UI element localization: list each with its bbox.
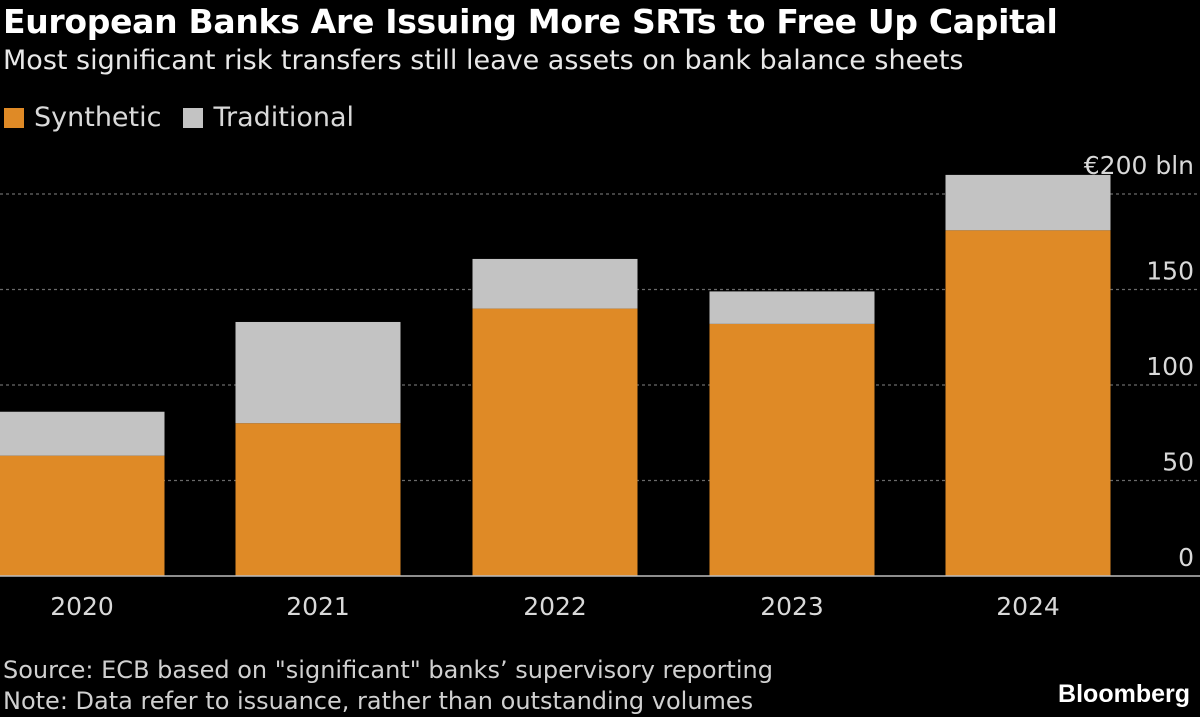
bar-synthetic-2020: [0, 455, 165, 576]
legend-label-synthetic: Synthetic: [34, 102, 162, 133]
legend-label-traditional: Traditional: [213, 102, 355, 133]
y-tick-label-150: 150: [1146, 257, 1194, 286]
bar-synthetic-2023: [709, 323, 875, 576]
legend-item-synthetic: Synthetic: [4, 102, 161, 133]
chart-title: European Banks Are Issuing More SRTs to …: [3, 2, 1058, 41]
x-tick-label-2020: 2020: [50, 592, 114, 621]
bar-synthetic-2024: [945, 230, 1111, 577]
y-tick-label-50: 50: [1162, 448, 1194, 477]
bar-synthetic-2022: [472, 308, 638, 576]
legend-swatch-traditional: [183, 107, 204, 128]
footer: Source: ECB based on "significant" banks…: [3, 655, 773, 717]
legend-swatch-synthetic: [4, 107, 24, 128]
bar-traditional-2020: [0, 411, 165, 456]
legend: Synthetic Traditional: [4, 102, 376, 133]
legend-item-traditional: Traditional: [183, 102, 354, 133]
bar-traditional-2022: [472, 258, 638, 309]
bar-chart: 2020 2021 2022 2023 2024 0 50 100 150 €200 bln: [0, 151, 1200, 621]
x-tick-label-2022: 2022: [523, 592, 587, 621]
y-tick-label-0: 0: [1178, 543, 1194, 572]
y-tick-label-200: €200 bln: [1084, 151, 1194, 180]
x-tick-label-2021: 2021: [286, 592, 350, 621]
bar-traditional-2023: [709, 291, 875, 324]
source-note: Source: ECB based on "significant" banks…: [3, 656, 773, 684]
x-tick-label-2024: 2024: [996, 592, 1060, 621]
x-tick-label-2023: 2023: [760, 592, 824, 621]
bar-traditional-2021: [235, 321, 401, 424]
bar-synthetic-2021: [235, 423, 401, 576]
bar-traditional-2024: [945, 174, 1111, 231]
data-note: Note: Data refer to issuance, rather tha…: [3, 687, 754, 715]
y-tick-label-100: 100: [1146, 352, 1194, 381]
bloomberg-logo: Bloomberg: [1058, 680, 1190, 708]
chart-subtitle: Most significant risk transfers still le…: [3, 45, 964, 76]
